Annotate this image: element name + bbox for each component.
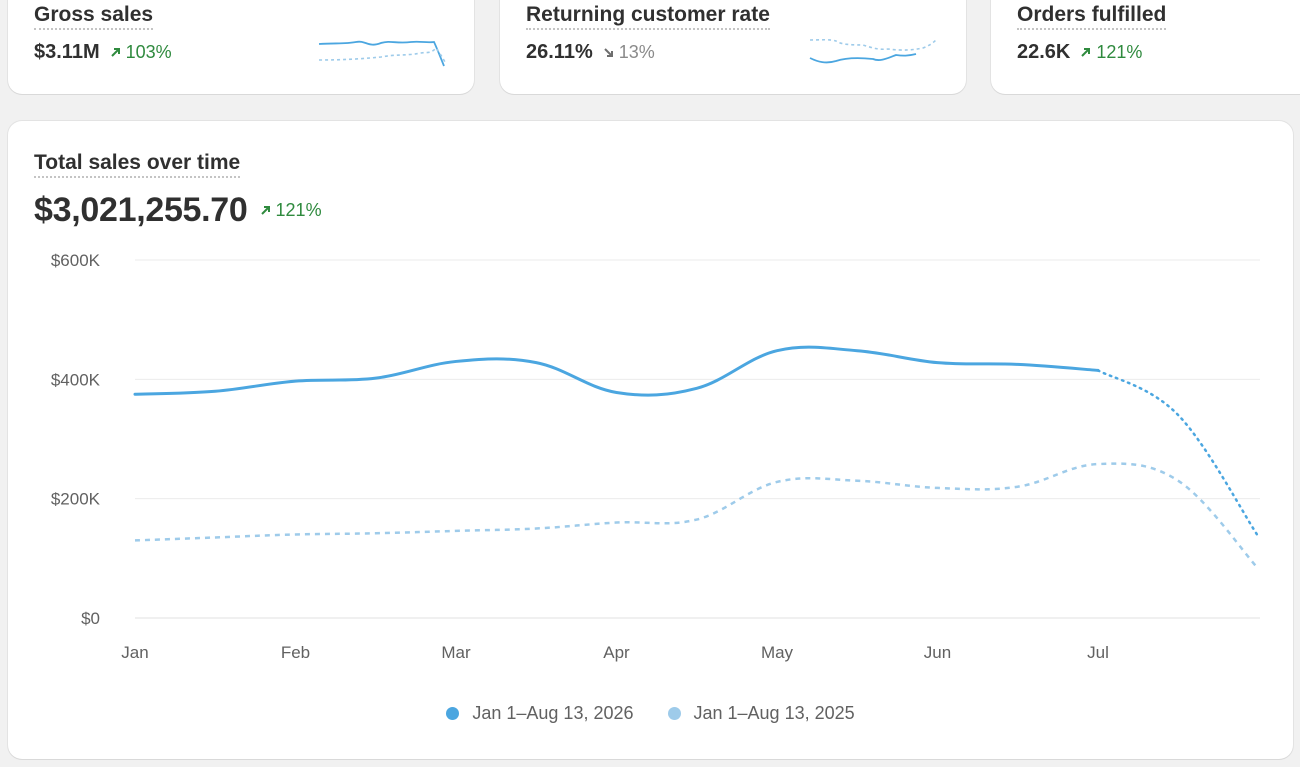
- orders-fulfilled-value-row: 22.6K 121%: [1017, 41, 1142, 64]
- series-line-previous-year[interactable]: [134, 462, 1258, 569]
- gross-sales-value: $3.11M: [34, 41, 100, 63]
- legend-item-previous[interactable]: Jan 1–Aug 13, 2025: [667, 703, 855, 724]
- total-sales-title[interactable]: Total sales over time: [34, 151, 241, 178]
- x-axis-tick-label: Jun: [924, 643, 951, 662]
- y-axis-tick-label: $600K: [51, 251, 101, 270]
- chart-legend: Jan 1–Aug 13, 2026 Jan 1–Aug 13, 2025: [8, 703, 1293, 724]
- total-sales-delta-value: 121%: [275, 200, 322, 220]
- orders-fulfilled-card[interactable]: Orders fulfilled 22.6K 121%: [991, 0, 1300, 94]
- total-sales-value: $3,021,255.70: [34, 191, 248, 229]
- y-axis-tick-label: $400K: [51, 370, 101, 389]
- gross-sales-card[interactable]: Gross sales $3.11M 103%: [8, 0, 474, 94]
- gross-sales-delta: 103%: [110, 42, 172, 63]
- x-axis-tick-label: Mar: [441, 643, 471, 662]
- y-axis-tick-label: $0: [81, 609, 100, 628]
- total-sales-value-row: $3,021,255.70 121%: [34, 191, 322, 230]
- total-sales-line-chart[interactable]: $0 $200K $400K $600K Jan Feb Mar Apr May Jun Jul: [8, 121, 1293, 691]
- arrow-up-right-icon: [1081, 48, 1091, 57]
- legend-label-current: Jan 1–Aug 13, 2026: [472, 703, 634, 723]
- arrow-up-right-icon: [110, 48, 120, 57]
- arrow-up-right-icon: [260, 206, 270, 215]
- returning-customer-rate-title[interactable]: Returning customer rate: [526, 3, 770, 30]
- returning-customer-rate-value-row: 26.11% 13%: [526, 41, 655, 64]
- gross-sales-sparkline: [318, 40, 447, 67]
- returning-customer-rate-delta: 13%: [603, 42, 655, 63]
- returning-customer-rate-value: 26.11%: [526, 41, 593, 63]
- gross-sales-value-row: $3.11M 103%: [34, 41, 172, 64]
- series-line-current-year[interactable]: [133, 345, 1100, 397]
- returning-customer-rate-card[interactable]: Returning customer rate 26.11% 13%: [500, 0, 966, 94]
- legend-dot-current: [446, 707, 460, 720]
- returning-customer-rate-sparkline: [809, 38, 937, 64]
- legend-dot-previous: [667, 707, 681, 720]
- gross-sales-delta-value: 103%: [125, 42, 172, 62]
- x-axis-tick-label: Apr: [603, 643, 630, 662]
- orders-fulfilled-delta: 121%: [1080, 42, 1142, 63]
- orders-fulfilled-title[interactable]: Orders fulfilled: [1017, 3, 1167, 30]
- arrow-down-right-icon: [604, 48, 613, 57]
- x-axis-tick-label: Jul: [1087, 643, 1109, 662]
- x-axis-tick-label: Jan: [121, 643, 148, 662]
- legend-item-current[interactable]: Jan 1–Aug 13, 2026: [446, 703, 634, 724]
- legend-label-previous: Jan 1–Aug 13, 2025: [693, 703, 855, 723]
- gross-sales-title[interactable]: Gross sales: [34, 3, 154, 30]
- orders-fulfilled-value: 22.6K: [1017, 41, 1071, 63]
- total-sales-delta: 121%: [260, 200, 322, 221]
- orders-fulfilled-delta-value: 121%: [1096, 42, 1143, 62]
- total-sales-card: Total sales over time $3,021,255.70 121%…: [8, 121, 1293, 759]
- x-axis-tick-label: May: [761, 643, 794, 662]
- x-axis-tick-label: Feb: [281, 643, 310, 662]
- returning-customer-rate-delta-value: 13%: [618, 42, 655, 62]
- y-axis-tick-label: $200K: [51, 490, 101, 509]
- series-line-current-year-incomplete[interactable]: [1096, 369, 1259, 536]
